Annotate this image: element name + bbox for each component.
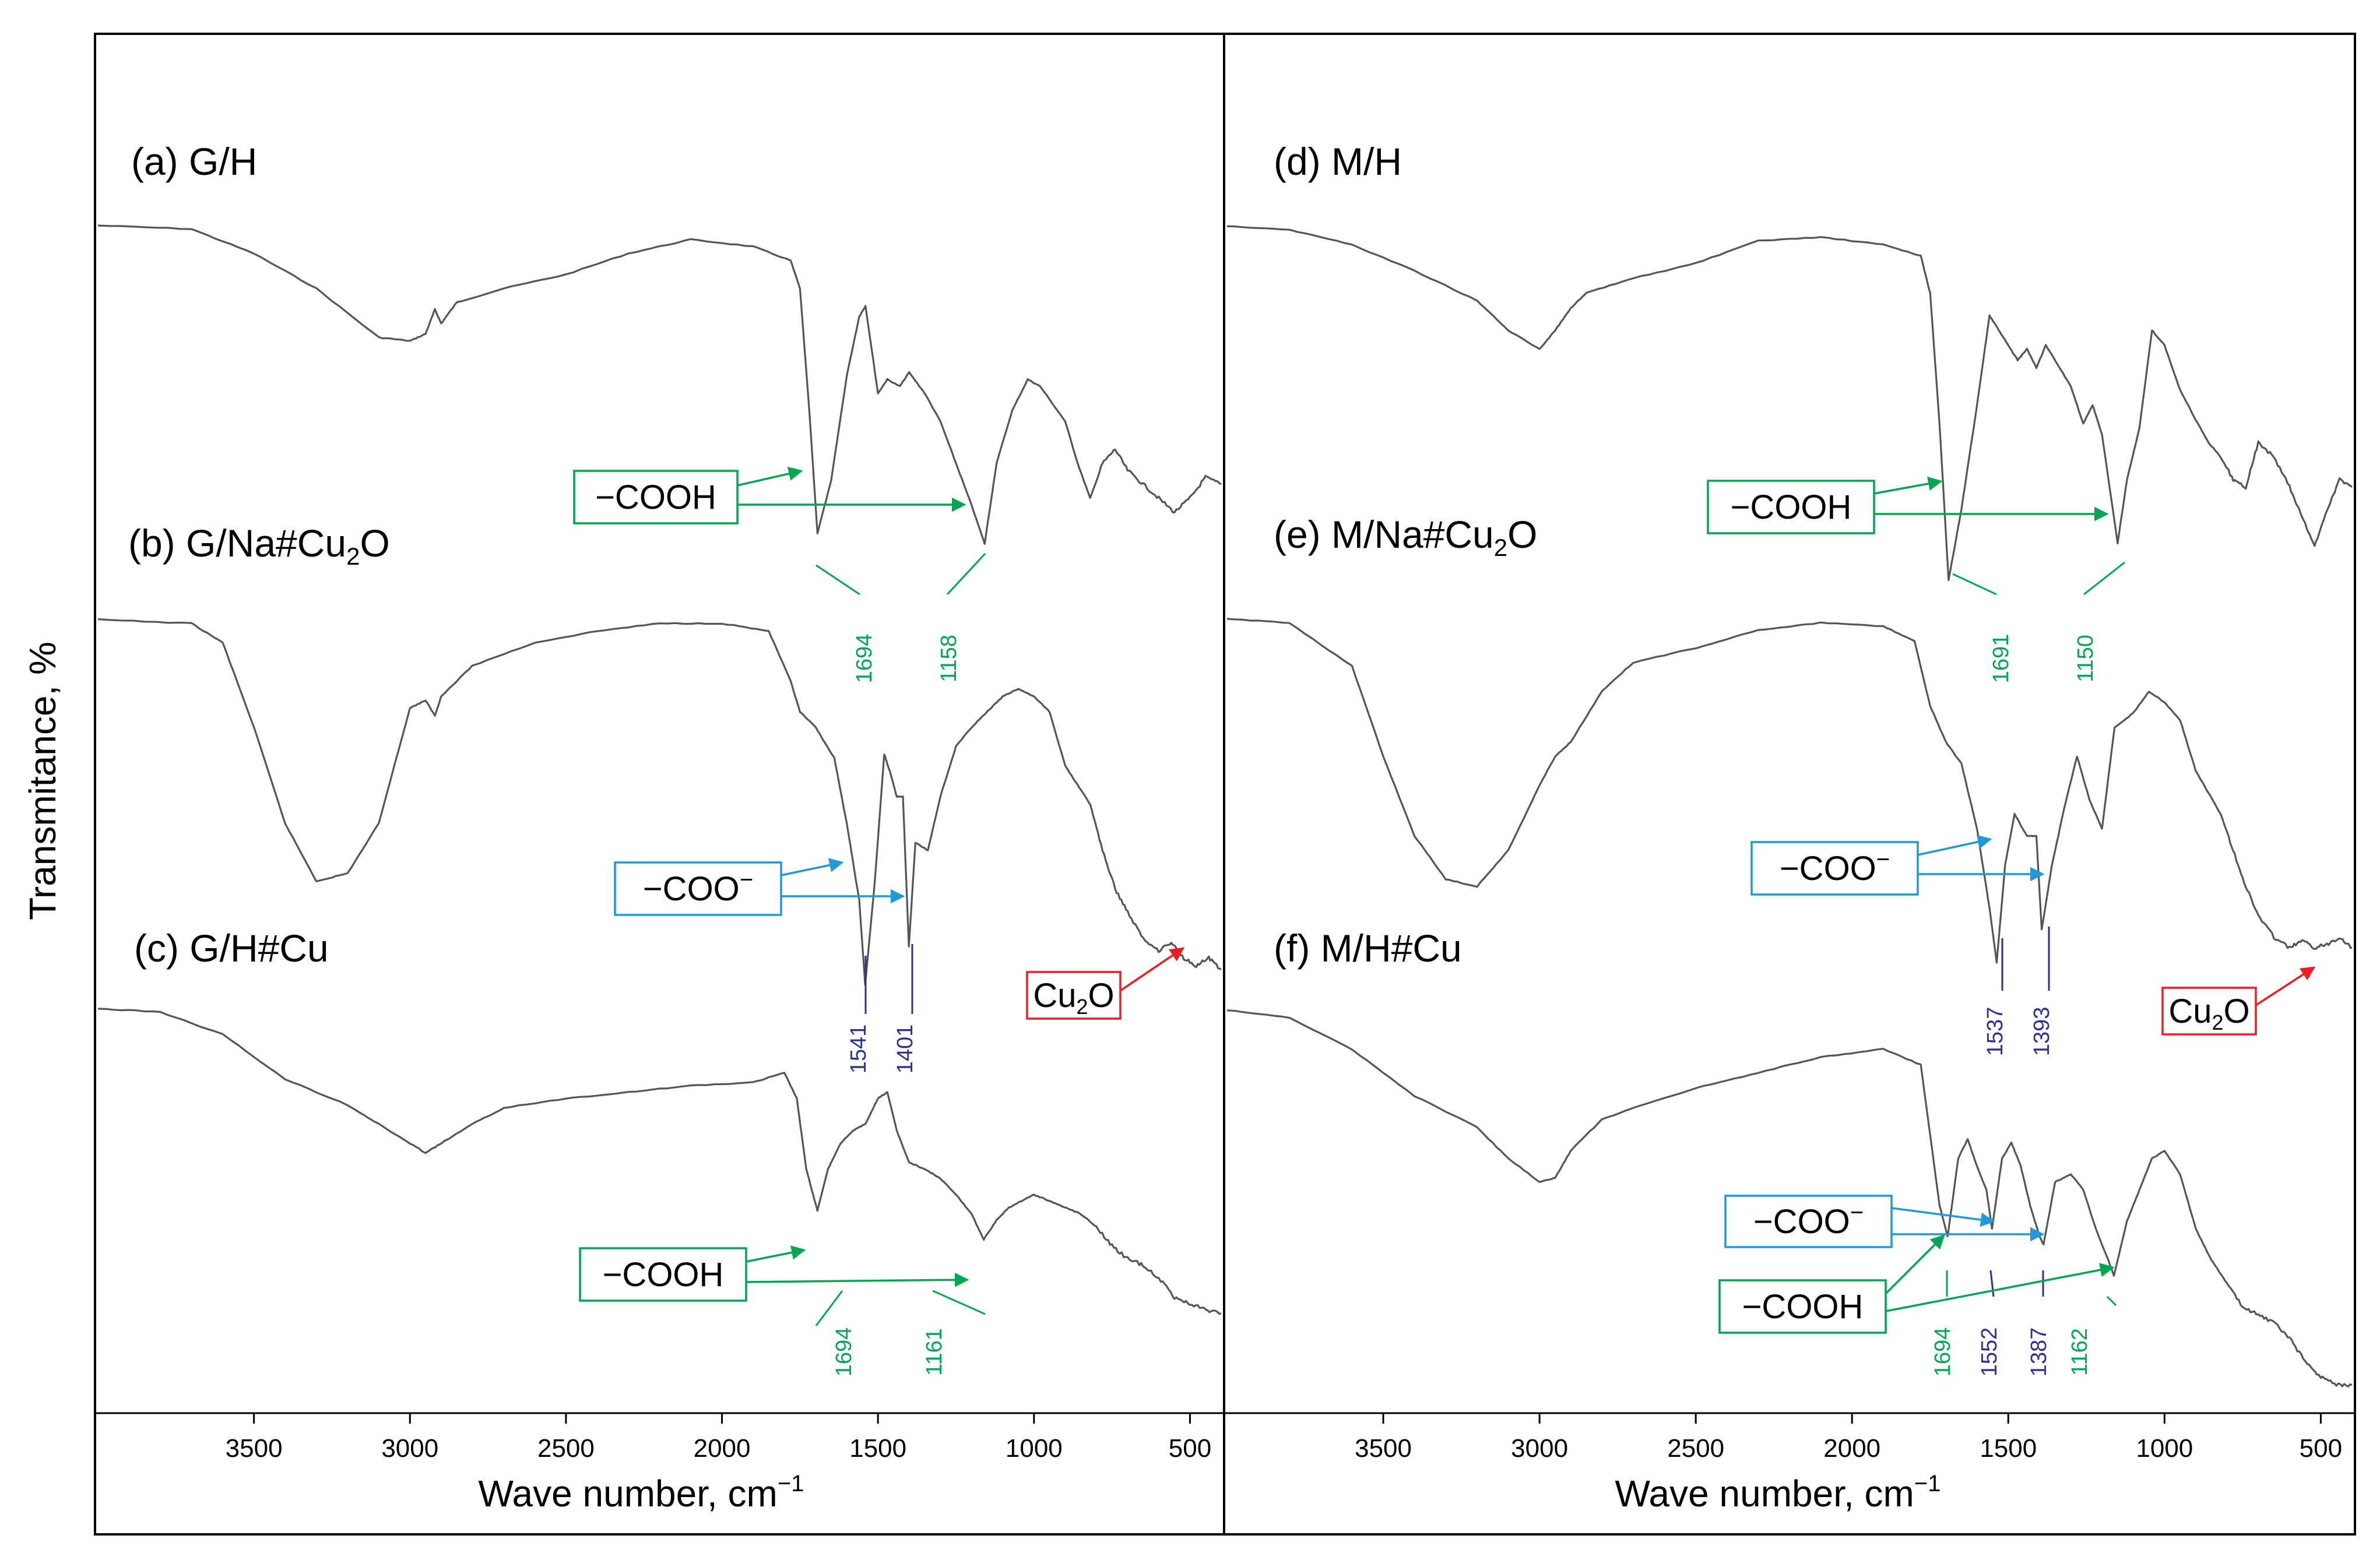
x-axis-title-left-sup: −1	[778, 1471, 804, 1496]
x-tick-label: 2500	[1667, 1434, 1724, 1463]
spectrum-line	[97, 1008, 1222, 1315]
peak-label: 1393	[2030, 1007, 2054, 1057]
annotation-label: −COOH	[1742, 1288, 1864, 1326]
x-tick-label: 500	[1169, 1434, 1211, 1463]
annotation-box	[1724, 1195, 1893, 1248]
series-label: (a) G/H	[131, 140, 257, 183]
annotation-arrow	[2255, 966, 2316, 1006]
x-tick-label: 3000	[1511, 1434, 1568, 1463]
x-axis-ticks: 3500 3000 2500 2000 1500 1000 500 3500 3000 2500 2…	[95, 1412, 2355, 1463]
cooh-annotation: −COOH 1694 1158	[573, 466, 986, 684]
annotation-arrow	[1917, 834, 1992, 856]
peak-label: 1537	[1983, 1007, 2008, 1057]
cooh-annotation: −COOH 1691 1150	[1707, 476, 2125, 684]
peak-leader	[2083, 561, 2125, 596]
x-axis-title-right: Wave number, cm−1	[1615, 1471, 1941, 1515]
series-label: (f) M/H#Cu	[1274, 927, 1462, 970]
peak-label: 1387	[2027, 1327, 2051, 1377]
peak-leader	[946, 552, 986, 596]
annotation-label: −COOH	[1731, 488, 1852, 526]
series-label: (e) M/Na#Cu2O	[1274, 513, 1537, 561]
peak-label: 1401	[893, 1024, 917, 1074]
x-tick-label: 3500	[1355, 1434, 1412, 1463]
annotation-arrow	[737, 466, 803, 487]
spectrum-line	[97, 618, 1222, 986]
cu2o-annotation: Cu2O	[1026, 947, 1185, 1020]
x-tick-label: 2000	[694, 1434, 751, 1463]
annotation-box	[573, 470, 739, 524]
annotation-arrow	[781, 858, 844, 876]
panel-labels: (a) G/H (b) G/Na#Cu2O (c) G/H#Cu (d) M/H (e)…	[128, 140, 1537, 970]
coo-annotation: −COO− 1552 1387	[1724, 1195, 2051, 1377]
annotation-label: Cu2O	[2168, 992, 2249, 1034]
x-tick-label: 3500	[226, 1434, 283, 1463]
peak-leader	[1952, 573, 1997, 596]
x-axis-title-left: Wave number, cm−1	[479, 1471, 804, 1515]
x-tick-label: 1500	[849, 1434, 906, 1463]
x-tick-label: 2000	[1823, 1434, 1880, 1463]
annotation-box	[1750, 841, 1919, 896]
peak-label: 1541	[846, 1024, 871, 1074]
annotation-box	[1026, 971, 1122, 1020]
x-tick-label: 1000	[1006, 1434, 1063, 1463]
x-tick-label: 2500	[537, 1434, 595, 1463]
x-axis-title-left-text: Wave number, cm	[479, 1473, 778, 1515]
spectrum-line	[97, 224, 1222, 545]
annotation-arrow	[1120, 947, 1185, 992]
annotation-arrow	[746, 1272, 969, 1287]
peak-leader	[815, 564, 860, 596]
peak-label: 1150	[2073, 635, 2098, 682]
peak-label: 1161	[922, 1328, 947, 1376]
cu2o-annotation: Cu2O	[2161, 966, 2316, 1036]
series-label: (b) G/Na#Cu2O	[128, 522, 390, 570]
x-axis-title-right-text: Wave number, cm	[1615, 1473, 1914, 1515]
peak-label: 1694	[1931, 1327, 1955, 1377]
x-tick-label: 1000	[2136, 1434, 2193, 1463]
annotation-arrow	[1891, 1207, 1995, 1227]
peak-annotations: −COOH 1694 1158 −COO− 1541 1401 Cu2O −COOH 1694 1…	[573, 466, 2316, 1377]
peak-leader	[932, 1290, 986, 1315]
spectrum-line	[1226, 618, 2353, 964]
x-tick-label: 500	[2300, 1434, 2342, 1463]
annotation-box	[2161, 987, 2257, 1036]
annotation-label: Cu2O	[1033, 977, 1114, 1019]
spectrum-line	[1226, 225, 2353, 581]
cooh-annotation: −COOH 1694 1161	[579, 1245, 986, 1377]
coo-annotation: −COO− 1537 1393	[1750, 834, 2054, 1057]
spectra	[97, 224, 2353, 1388]
peak-leader	[815, 1290, 843, 1326]
peak-leader	[2106, 1295, 2117, 1307]
annotation-label: −COO−	[1780, 847, 1890, 888]
peak-label: 1162	[2068, 1328, 2092, 1376]
annotation-box	[1718, 1279, 1887, 1334]
peak-label: 1694	[852, 634, 877, 684]
annotation-arrow	[746, 1245, 806, 1263]
spectrum-line	[1226, 1009, 2353, 1388]
series-label: (d) M/H	[1274, 140, 1402, 183]
cooh-annotation: −COOH 1694 1162	[1718, 1234, 2117, 1377]
annotation-box	[614, 861, 782, 916]
annotation-arrow	[1885, 1234, 1945, 1295]
annotation-label: −COO−	[643, 867, 753, 908]
annotation-box	[1707, 480, 1875, 534]
series-label: (c) G/H#Cu	[134, 927, 329, 970]
annotation-label: −COO−	[1753, 1200, 1864, 1241]
annotation-arrow	[1885, 1263, 2115, 1312]
peak-label: 1691	[1989, 634, 2013, 684]
x-axis-title-right-sup: −1	[1914, 1471, 1941, 1496]
annotation-box	[579, 1247, 747, 1302]
annotation-label: −COOH	[595, 478, 716, 516]
coo-annotation: −COO− 1541 1401	[614, 858, 917, 1074]
annotation-label: −COOH	[603, 1256, 724, 1294]
right-panel-frame	[1223, 33, 2356, 1536]
x-tick-label: 3000	[381, 1434, 438, 1463]
peak-label: 1552	[1977, 1327, 2002, 1377]
y-axis-title: Transmitance, %	[22, 642, 64, 920]
annotation-arrow	[1873, 476, 1943, 495]
x-tick-label: 1500	[1980, 1434, 2037, 1463]
peak-leader	[1989, 1270, 1995, 1297]
peak-label: 1158	[937, 635, 961, 682]
peak-label: 1694	[832, 1327, 856, 1377]
